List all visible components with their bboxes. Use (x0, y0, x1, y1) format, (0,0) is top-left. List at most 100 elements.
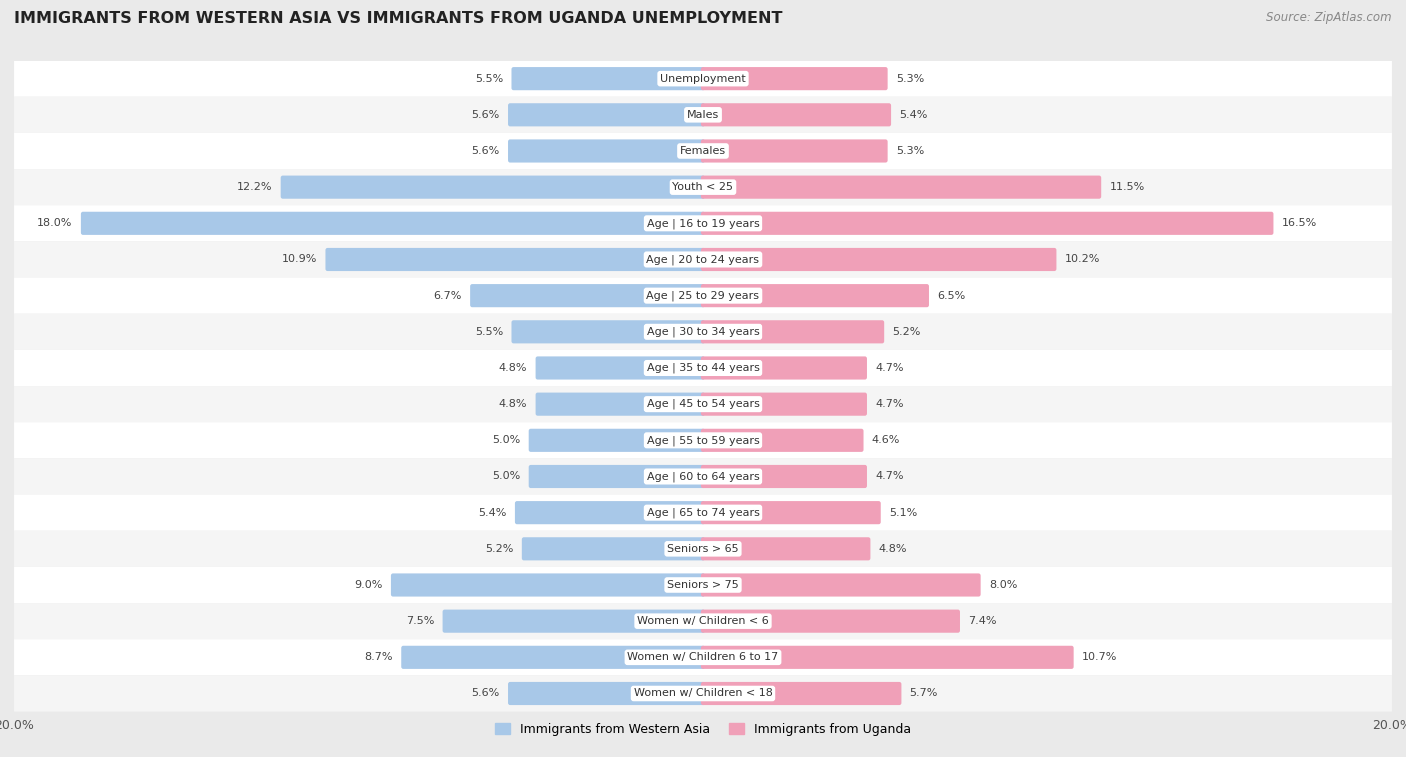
FancyBboxPatch shape (14, 639, 1392, 675)
FancyBboxPatch shape (14, 205, 1392, 241)
FancyBboxPatch shape (702, 248, 1056, 271)
Text: 6.5%: 6.5% (938, 291, 966, 301)
FancyBboxPatch shape (512, 67, 704, 90)
FancyBboxPatch shape (702, 284, 929, 307)
FancyBboxPatch shape (702, 537, 870, 560)
FancyBboxPatch shape (702, 501, 880, 525)
Text: Age | 20 to 24 years: Age | 20 to 24 years (647, 254, 759, 265)
FancyBboxPatch shape (14, 459, 1392, 494)
FancyBboxPatch shape (702, 176, 1101, 199)
Text: 8.0%: 8.0% (988, 580, 1018, 590)
FancyBboxPatch shape (14, 241, 1392, 278)
Text: 5.7%: 5.7% (910, 689, 938, 699)
Text: 4.8%: 4.8% (499, 363, 527, 373)
Text: 7.5%: 7.5% (406, 616, 434, 626)
FancyBboxPatch shape (702, 573, 980, 597)
Text: 8.7%: 8.7% (364, 653, 392, 662)
FancyBboxPatch shape (14, 278, 1392, 313)
FancyBboxPatch shape (14, 350, 1392, 386)
FancyBboxPatch shape (702, 212, 1274, 235)
FancyBboxPatch shape (14, 97, 1392, 133)
Text: 5.2%: 5.2% (485, 544, 513, 554)
Text: Age | 35 to 44 years: Age | 35 to 44 years (647, 363, 759, 373)
FancyBboxPatch shape (702, 67, 887, 90)
FancyBboxPatch shape (522, 537, 704, 560)
FancyBboxPatch shape (14, 61, 1392, 97)
FancyBboxPatch shape (14, 675, 1392, 712)
Text: 6.7%: 6.7% (433, 291, 461, 301)
Text: 10.9%: 10.9% (281, 254, 318, 264)
FancyBboxPatch shape (401, 646, 704, 669)
Text: 5.6%: 5.6% (471, 146, 499, 156)
FancyBboxPatch shape (536, 357, 704, 379)
Text: 4.7%: 4.7% (875, 472, 904, 481)
Text: 5.0%: 5.0% (492, 435, 520, 445)
FancyBboxPatch shape (14, 531, 1392, 567)
FancyBboxPatch shape (702, 393, 868, 416)
FancyBboxPatch shape (470, 284, 704, 307)
Text: 5.3%: 5.3% (896, 146, 924, 156)
FancyBboxPatch shape (702, 103, 891, 126)
Text: Age | 55 to 59 years: Age | 55 to 59 years (647, 435, 759, 446)
Text: Seniors > 75: Seniors > 75 (666, 580, 740, 590)
FancyBboxPatch shape (508, 103, 704, 126)
FancyBboxPatch shape (14, 169, 1392, 205)
Text: 4.6%: 4.6% (872, 435, 900, 445)
FancyBboxPatch shape (391, 573, 704, 597)
Text: 7.4%: 7.4% (969, 616, 997, 626)
FancyBboxPatch shape (515, 501, 704, 525)
Text: Age | 60 to 64 years: Age | 60 to 64 years (647, 472, 759, 481)
Text: 4.8%: 4.8% (879, 544, 907, 554)
Text: Unemployment: Unemployment (661, 73, 745, 83)
Text: 5.4%: 5.4% (900, 110, 928, 120)
Text: Age | 25 to 29 years: Age | 25 to 29 years (647, 291, 759, 301)
Text: 10.7%: 10.7% (1083, 653, 1118, 662)
FancyBboxPatch shape (702, 465, 868, 488)
Text: Women w/ Children < 6: Women w/ Children < 6 (637, 616, 769, 626)
FancyBboxPatch shape (702, 682, 901, 705)
FancyBboxPatch shape (508, 682, 704, 705)
FancyBboxPatch shape (14, 567, 1392, 603)
Text: 5.4%: 5.4% (478, 508, 506, 518)
FancyBboxPatch shape (702, 320, 884, 344)
FancyBboxPatch shape (443, 609, 704, 633)
FancyBboxPatch shape (702, 139, 887, 163)
FancyBboxPatch shape (512, 320, 704, 344)
Text: 4.7%: 4.7% (875, 363, 904, 373)
Text: Age | 65 to 74 years: Age | 65 to 74 years (647, 507, 759, 518)
Text: 5.5%: 5.5% (475, 73, 503, 83)
Text: 5.6%: 5.6% (471, 110, 499, 120)
Text: Women w/ Children < 18: Women w/ Children < 18 (634, 689, 772, 699)
Text: IMMIGRANTS FROM WESTERN ASIA VS IMMIGRANTS FROM UGANDA UNEMPLOYMENT: IMMIGRANTS FROM WESTERN ASIA VS IMMIGRAN… (14, 11, 783, 26)
Text: Females: Females (681, 146, 725, 156)
FancyBboxPatch shape (14, 133, 1392, 169)
Text: Youth < 25: Youth < 25 (672, 182, 734, 192)
Text: 4.7%: 4.7% (875, 399, 904, 409)
FancyBboxPatch shape (702, 428, 863, 452)
Text: Seniors > 65: Seniors > 65 (668, 544, 738, 554)
FancyBboxPatch shape (14, 386, 1392, 422)
FancyBboxPatch shape (14, 422, 1392, 459)
FancyBboxPatch shape (702, 646, 1074, 669)
Text: 16.5%: 16.5% (1282, 218, 1317, 229)
Text: 12.2%: 12.2% (238, 182, 273, 192)
Text: 5.6%: 5.6% (471, 689, 499, 699)
Text: Age | 30 to 34 years: Age | 30 to 34 years (647, 326, 759, 337)
FancyBboxPatch shape (14, 313, 1392, 350)
FancyBboxPatch shape (529, 428, 704, 452)
FancyBboxPatch shape (536, 393, 704, 416)
FancyBboxPatch shape (325, 248, 704, 271)
FancyBboxPatch shape (702, 357, 868, 379)
Text: Age | 16 to 19 years: Age | 16 to 19 years (647, 218, 759, 229)
Text: 18.0%: 18.0% (37, 218, 73, 229)
Text: Women w/ Children 6 to 17: Women w/ Children 6 to 17 (627, 653, 779, 662)
FancyBboxPatch shape (281, 176, 704, 199)
Text: 5.2%: 5.2% (893, 327, 921, 337)
FancyBboxPatch shape (14, 494, 1392, 531)
Legend: Immigrants from Western Asia, Immigrants from Uganda: Immigrants from Western Asia, Immigrants… (491, 718, 915, 741)
Text: 9.0%: 9.0% (354, 580, 382, 590)
Text: 5.0%: 5.0% (492, 472, 520, 481)
FancyBboxPatch shape (702, 609, 960, 633)
FancyBboxPatch shape (14, 603, 1392, 639)
Text: 5.5%: 5.5% (475, 327, 503, 337)
